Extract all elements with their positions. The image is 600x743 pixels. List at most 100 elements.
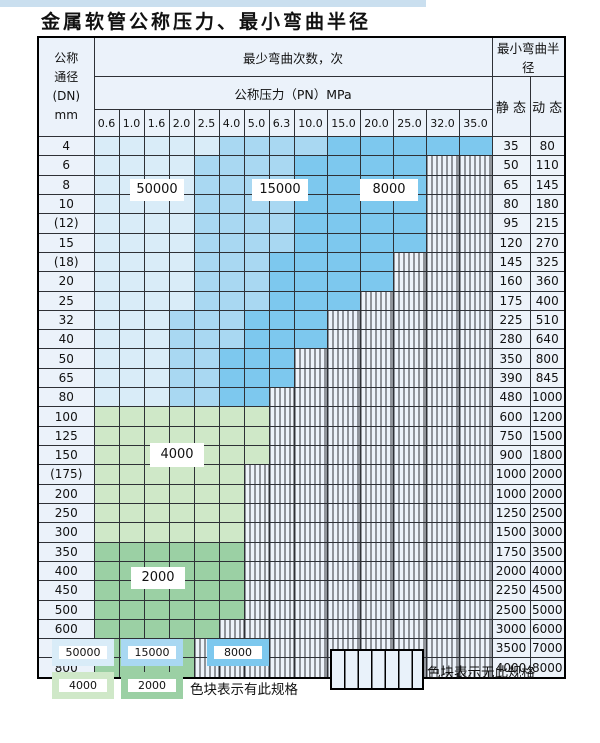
spec-cell — [143, 502, 170, 524]
dn-header-line3: (DN) — [52, 89, 81, 103]
spec-cell — [193, 251, 220, 273]
spec-cell — [359, 213, 394, 234]
spec-cell — [326, 251, 361, 273]
no-spec-cell — [458, 580, 493, 601]
spec-cell — [143, 522, 170, 543]
static-radius-value: 3000 — [491, 618, 531, 640]
no-spec-cell — [326, 483, 361, 504]
dynamic-radius-value: 325 — [529, 251, 566, 273]
no-spec-cell — [268, 560, 295, 582]
no-spec-cell — [392, 290, 427, 311]
spec-cell — [93, 599, 120, 620]
dynamic-radius-value: 6000 — [529, 618, 566, 640]
no-spec-cell — [458, 309, 493, 331]
spec-cell — [268, 348, 295, 369]
static-radius-value: 480 — [491, 387, 531, 408]
spec-cell — [218, 425, 245, 447]
no-spec-cell — [268, 638, 295, 659]
no-spec-cell — [392, 425, 427, 447]
spec-cell — [359, 251, 394, 273]
min-bend-radius-header: 最小弯曲半径 — [491, 36, 566, 77]
no-spec-cell — [425, 193, 460, 215]
spec-cell — [218, 193, 245, 215]
no-spec-cell — [268, 599, 295, 620]
no-spec-cell — [392, 309, 427, 331]
spec-cell — [218, 155, 245, 176]
no-spec-cell — [293, 618, 328, 640]
spec-cell — [168, 541, 195, 562]
no-spec-cell — [458, 155, 493, 176]
table-row: 25 175 400 — [37, 290, 566, 311]
spec-cell — [168, 232, 195, 253]
no-spec-cell — [458, 618, 493, 640]
pressure-header: 公称压力（PN）MPa — [93, 76, 493, 110]
legend-hatch-sample — [330, 649, 424, 690]
spec-cell — [218, 541, 245, 562]
static-radius-value: 145 — [491, 251, 531, 273]
no-spec-cell — [458, 657, 493, 679]
spec-cell — [193, 213, 220, 234]
no-spec-cell — [293, 560, 328, 582]
no-spec-cell — [458, 638, 493, 659]
static-radius-value: 3500 — [491, 638, 531, 659]
no-spec-cell — [268, 618, 295, 640]
spec-cell — [359, 271, 394, 292]
pressure-col-header: 5.0 — [243, 109, 270, 137]
static-radius-value: 120 — [491, 232, 531, 253]
no-spec-cell — [359, 387, 394, 408]
no-spec-cell — [268, 406, 295, 427]
spec-cell — [143, 309, 170, 331]
spec-cell — [193, 560, 220, 582]
pressure-col-header: 20.0 — [359, 109, 394, 137]
spec-cell — [93, 483, 120, 504]
static-radius-value: 900 — [491, 444, 531, 466]
spec-cell — [118, 135, 145, 157]
spec-cell — [293, 329, 328, 350]
dn-value: 600 — [37, 618, 95, 640]
no-spec-cell — [268, 522, 295, 543]
static-radius-value: 160 — [491, 271, 531, 292]
spec-cell — [293, 155, 328, 176]
spec-cell — [193, 367, 220, 389]
dn-value: 4 — [37, 135, 95, 157]
dn-value: 20 — [37, 271, 95, 292]
table-row: 125 750 1500 — [37, 425, 566, 447]
no-spec-cell — [268, 483, 295, 504]
dn-value: 250 — [37, 502, 95, 524]
spec-cell — [218, 251, 245, 273]
no-spec-cell — [326, 541, 361, 562]
spec-cell — [168, 348, 195, 369]
no-spec-cell — [293, 348, 328, 369]
no-spec-cell — [359, 483, 394, 504]
spec-cell — [168, 329, 195, 350]
spec-cell — [218, 522, 245, 543]
spec-cell — [168, 155, 195, 176]
table-row: (18) 145 325 — [37, 251, 566, 273]
no-spec-cell — [392, 444, 427, 466]
spec-cell — [168, 618, 195, 640]
dn-value: 125 — [37, 425, 95, 447]
no-spec-cell — [392, 271, 427, 292]
no-spec-cell — [392, 406, 427, 427]
dn-value: 8 — [37, 174, 95, 195]
no-spec-cell — [293, 387, 328, 408]
no-spec-cell — [392, 329, 427, 350]
spec-cell — [93, 464, 120, 485]
dn-header-line2: 通径 — [54, 70, 79, 84]
spec-cell — [293, 309, 328, 331]
dn-value: 32 — [37, 309, 95, 331]
spec-cell — [143, 348, 170, 369]
spec-cell — [326, 232, 361, 253]
spec-cell — [268, 290, 295, 311]
no-spec-cell — [243, 502, 270, 524]
spec-cell — [168, 290, 195, 311]
spec-cell — [193, 580, 220, 601]
spec-cell — [93, 309, 120, 331]
spec-cell — [168, 135, 195, 157]
static-radius-value: 1000 — [491, 464, 531, 485]
spec-cell — [143, 464, 170, 485]
spec-cell — [143, 387, 170, 408]
no-spec-cell — [425, 483, 460, 504]
no-spec-cell — [243, 483, 270, 504]
no-spec-cell — [243, 580, 270, 601]
